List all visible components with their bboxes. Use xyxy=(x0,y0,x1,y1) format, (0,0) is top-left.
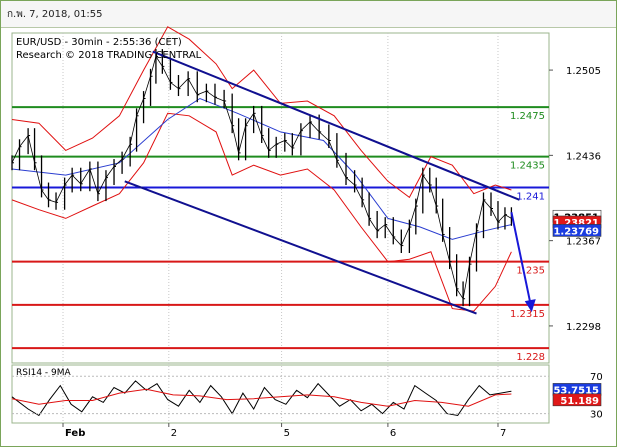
rsi-tick-label-0: 70 xyxy=(590,372,603,383)
levels-layer: 1.2475 1.2435 1.241 1.235 1.2315 1.228 xyxy=(12,106,549,363)
rsi-title: RSI14 - 9MA xyxy=(16,368,72,378)
x-tick-label-2: 5 xyxy=(284,428,290,439)
rsi-panel-bg xyxy=(11,364,550,424)
forecast-arrow-head xyxy=(524,299,536,313)
price-tag-label-1: 1.23821 xyxy=(553,218,599,229)
level-label-5: 1.228 xyxy=(516,352,545,363)
chart-title: EUR/USD - 30min - 2:55:36 (CET) xyxy=(16,37,182,48)
level-label-1: 1.2435 xyxy=(510,161,545,172)
y-tick-label-2: 1.2367 xyxy=(566,237,601,248)
rsi-ma-line xyxy=(11,388,512,407)
axis-layer: 1.25051.24361.23671.22981.238511.238211.… xyxy=(62,66,602,439)
y-tick-label-3: 1.2298 xyxy=(566,322,601,333)
x-tick-label-1: 2 xyxy=(171,428,177,439)
level-label-0: 1.2475 xyxy=(510,111,545,122)
bollinger-upper-line xyxy=(11,26,512,199)
moving-average-line xyxy=(11,97,512,240)
channel-layer xyxy=(124,50,536,315)
rsi-line xyxy=(11,380,512,417)
x-tick-label-3: 6 xyxy=(390,428,396,439)
rsi-tag-label-1: 51.189 xyxy=(560,396,599,407)
rsi-tag-label-0: 53.7515 xyxy=(553,385,599,396)
price-layer xyxy=(11,49,514,307)
price-tag-label-2: 1.23769 xyxy=(553,226,599,237)
main-panel-bg xyxy=(11,32,550,364)
chart-credit: Research © 2018 TRADING CENTRAL xyxy=(16,50,202,61)
rsi-tag-box-1 xyxy=(552,393,602,407)
y-tick-label-1: 1.2436 xyxy=(566,151,601,162)
timestamp-text: ก.พ. 7, 2018, 01:55 xyxy=(7,9,103,20)
price-tag-box-2 xyxy=(552,224,602,237)
level-label-2: 1.241 xyxy=(516,191,545,202)
timestamp-bar: ก.พ. 7, 2018, 01:55 xyxy=(1,1,616,28)
level-label-3: 1.235 xyxy=(516,266,545,277)
channel-line-0 xyxy=(152,50,520,201)
price-line xyxy=(11,55,512,300)
rsi-tick-label-1: 30 xyxy=(590,410,603,421)
forecast-arrow-shaft xyxy=(510,212,532,306)
channel-line-1 xyxy=(124,180,477,315)
x-tick-label-0: Feb xyxy=(65,428,85,439)
y-tick-label-0: 1.2505 xyxy=(566,66,601,77)
level-label-4: 1.2315 xyxy=(510,309,545,320)
x-tick-label-4: 7 xyxy=(500,428,506,439)
